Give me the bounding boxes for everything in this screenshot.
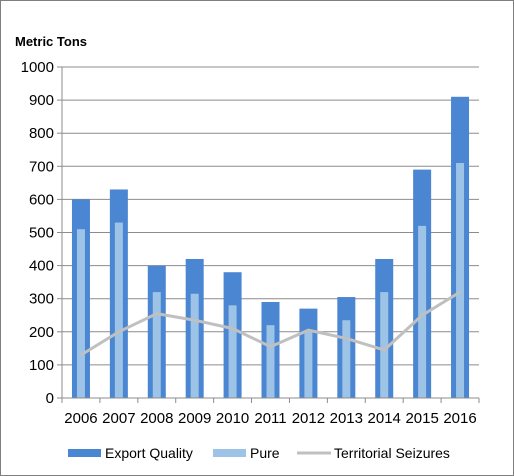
axes: [61, 67, 480, 403]
legend-label: Pure: [250, 445, 280, 461]
x-tick-label: 2012: [292, 410, 325, 427]
bars: [71, 96, 470, 398]
bar-pure: [190, 293, 199, 398]
x-tick-label: 2008: [140, 410, 173, 427]
x-tick-label: 2016: [443, 410, 476, 427]
y-tick-label: 400: [29, 258, 54, 275]
x-tick-label: 2010: [216, 410, 249, 427]
x-tick-label: 2013: [330, 410, 363, 427]
y-axis-ticks: 0 100 200 300 400 500 600 700 800 900 1000: [21, 59, 62, 407]
y-tick-label: 1000: [21, 59, 54, 76]
legend-label: Export Quality: [105, 445, 193, 461]
bar-pure: [304, 330, 313, 398]
bar-pure: [228, 305, 237, 398]
y-tick-label: 700: [29, 158, 54, 175]
x-axis-ticks: 2006 2007 2008 2009 2010 2011 2012 2013 2014 2015…: [64, 410, 476, 427]
x-tick-label: 2011: [254, 410, 286, 427]
y-tick-label: 500: [29, 225, 54, 242]
bar-pure: [418, 225, 427, 398]
legend-label: Territorial Seizures: [334, 445, 450, 461]
x-tick-label: 2014: [368, 410, 401, 427]
y-axis-label: Metric Tons: [15, 34, 87, 49]
x-tick-label: 2007: [102, 410, 135, 427]
bar-pure: [266, 325, 275, 398]
y-tick-label: 200: [29, 324, 54, 341]
bar-pure: [380, 292, 389, 398]
bar-pure: [152, 292, 161, 398]
legend-swatch: [213, 449, 246, 457]
bar-pure: [342, 320, 351, 398]
x-tick-label: 2009: [178, 410, 211, 427]
x-tick-label: 2006: [64, 410, 97, 427]
legend-swatch: [68, 449, 101, 457]
y-tick-label: 900: [29, 92, 54, 109]
bar-pure: [114, 222, 123, 398]
bar-pure: [76, 229, 85, 398]
y-tick-label: 0: [46, 390, 54, 407]
bar-pure: [456, 162, 465, 398]
y-tick-label: 800: [29, 125, 54, 142]
line-series: [80, 290, 461, 357]
legend: Export Quality Pure Territorial Seizures: [68, 445, 450, 461]
y-tick-label: 300: [29, 291, 54, 308]
y-tick-label: 600: [29, 191, 54, 208]
y-tick-label: 100: [29, 357, 54, 374]
gridlines: [62, 66, 479, 366]
x-tick-label: 2015: [405, 410, 438, 427]
